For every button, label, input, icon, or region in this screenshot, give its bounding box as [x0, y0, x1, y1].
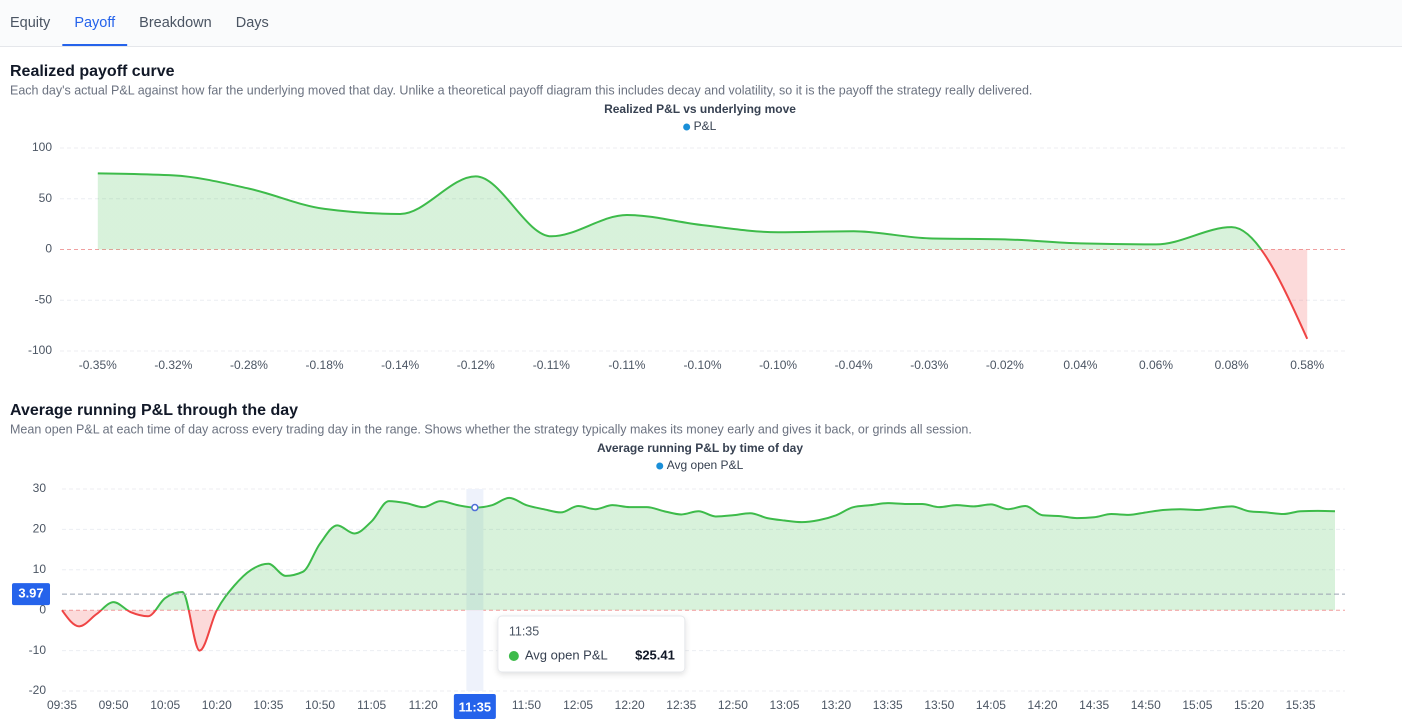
y-tick-label: -100 — [28, 343, 52, 357]
x-tick-label: 12:35 — [666, 698, 696, 712]
x-tick-label: 12:50 — [718, 698, 748, 712]
x-tick-label: 14:50 — [1131, 698, 1161, 712]
x-tick-label: 13:50 — [924, 698, 954, 712]
tooltip-title: 11:35 — [509, 624, 539, 638]
reference-badge — [12, 583, 50, 606]
chart: Average running P&L through the day Mean … — [10, 402, 1345, 719]
section-description: Mean open P&L at each time of day across… — [10, 422, 972, 436]
legend-dot — [656, 462, 664, 470]
x-tick-label: -0.35% — [79, 358, 117, 372]
y-tick-label: -50 — [35, 292, 53, 306]
x-tick-label: 14:20 — [1028, 698, 1058, 712]
hover-point — [471, 503, 479, 512]
y-tick-label: 50 — [39, 191, 53, 205]
x-tick-label: 14:05 — [976, 698, 1006, 712]
x-tick-label: 15:05 — [1182, 698, 1212, 712]
x-tick-label: -0.14% — [381, 358, 419, 372]
tab-bar — [0, 0, 1402, 46]
line — [61, 496, 1336, 652]
y-tick-label: 100 — [32, 140, 52, 154]
legend-dot — [683, 123, 691, 131]
x-tick-label: 15:35 — [1286, 698, 1316, 712]
x-tick-label: -0.03% — [910, 358, 948, 372]
x-label-badge — [453, 694, 496, 719]
x-tick-label: 13:20 — [821, 698, 851, 712]
x-tick-label: 13:35 — [873, 698, 903, 712]
x-tick-label: -0.18% — [306, 358, 344, 372]
reference-label: 3.97 — [18, 586, 43, 601]
x-tick-label: 09:35 — [47, 698, 77, 712]
x-tick-label: -0.12% — [457, 358, 495, 372]
active-tab-indicator — [62, 44, 128, 46]
y-tick-label: 10 — [33, 562, 47, 576]
x-tick-label: -0.32% — [154, 358, 192, 372]
x-tick-label: 15:20 — [1234, 698, 1264, 712]
tab[interactable]: Payoff — [74, 15, 116, 31]
x-tick-label: 11:05 — [357, 698, 386, 712]
x-tick-label: 0.08% — [1215, 358, 1249, 372]
x-tick-label: 12:05 — [563, 698, 593, 712]
x-tick-label: 10:05 — [150, 698, 180, 712]
x-tick-label: -0.10% — [759, 358, 797, 372]
x-tick-label: 10:50 — [305, 698, 335, 712]
x-tick-label: -0.28% — [230, 358, 268, 372]
legend-label: Avg open P&L — [667, 458, 744, 472]
x-tick-label: -0.11% — [533, 358, 570, 372]
x-tick-label: -0.11% — [608, 358, 645, 372]
x-tick-label: 11:50 — [512, 698, 541, 712]
y-tick-label: 30 — [33, 481, 47, 495]
x-tick-label: 10:20 — [202, 698, 232, 712]
x-tick-label: 11:35 — [459, 699, 492, 714]
x-tick-label: 09:50 — [99, 698, 129, 712]
x-tick-label: 10:35 — [253, 698, 283, 712]
chart-title: Average running P&L by time of day — [597, 441, 803, 455]
x-tick-label: -0.04% — [835, 358, 873, 372]
tooltip — [497, 615, 686, 673]
x-tick-label: 12:20 — [615, 698, 645, 712]
x-tick-label: 11:20 — [409, 698, 438, 712]
tooltip-value: $25.41 — [635, 647, 675, 662]
x-tick-label: 0.58% — [1290, 358, 1324, 372]
y-tick-label: 20 — [33, 522, 47, 536]
x-tick-label: 0.04% — [1063, 358, 1097, 372]
x-tick-label: -0.10% — [683, 358, 721, 372]
tab[interactable]: Equity — [10, 15, 51, 31]
tab[interactable]: Days — [236, 15, 269, 31]
x-tick-label: 0.06% — [1139, 358, 1173, 372]
section-title: Average running P&L through the day — [10, 402, 298, 419]
section-title: Realized payoff curve — [10, 63, 175, 80]
tab[interactable]: Breakdown — [139, 15, 212, 31]
section-description: Each day's actual P&L against how far th… — [10, 83, 1032, 97]
y-tick-label: 0 — [39, 602, 46, 616]
y-tick-label: 0 — [45, 242, 52, 256]
line — [97, 172, 1309, 340]
x-tick-label: -0.02% — [986, 358, 1024, 372]
x-tick-label: 14:35 — [1079, 698, 1109, 712]
area — [62, 497, 1335, 651]
y-tick-label: -10 — [29, 643, 47, 657]
y-tick-label: -20 — [29, 683, 47, 697]
tooltip-dot — [508, 651, 519, 661]
chart-title: Realized P&L vs underlying move — [604, 102, 796, 116]
tooltip-series: Avg open P&L — [525, 647, 608, 662]
legend-label: P&L — [694, 119, 717, 133]
chart: Realized payoff curve Each day's actual P… — [10, 63, 1345, 372]
x-tick-label: 13:05 — [769, 698, 799, 712]
